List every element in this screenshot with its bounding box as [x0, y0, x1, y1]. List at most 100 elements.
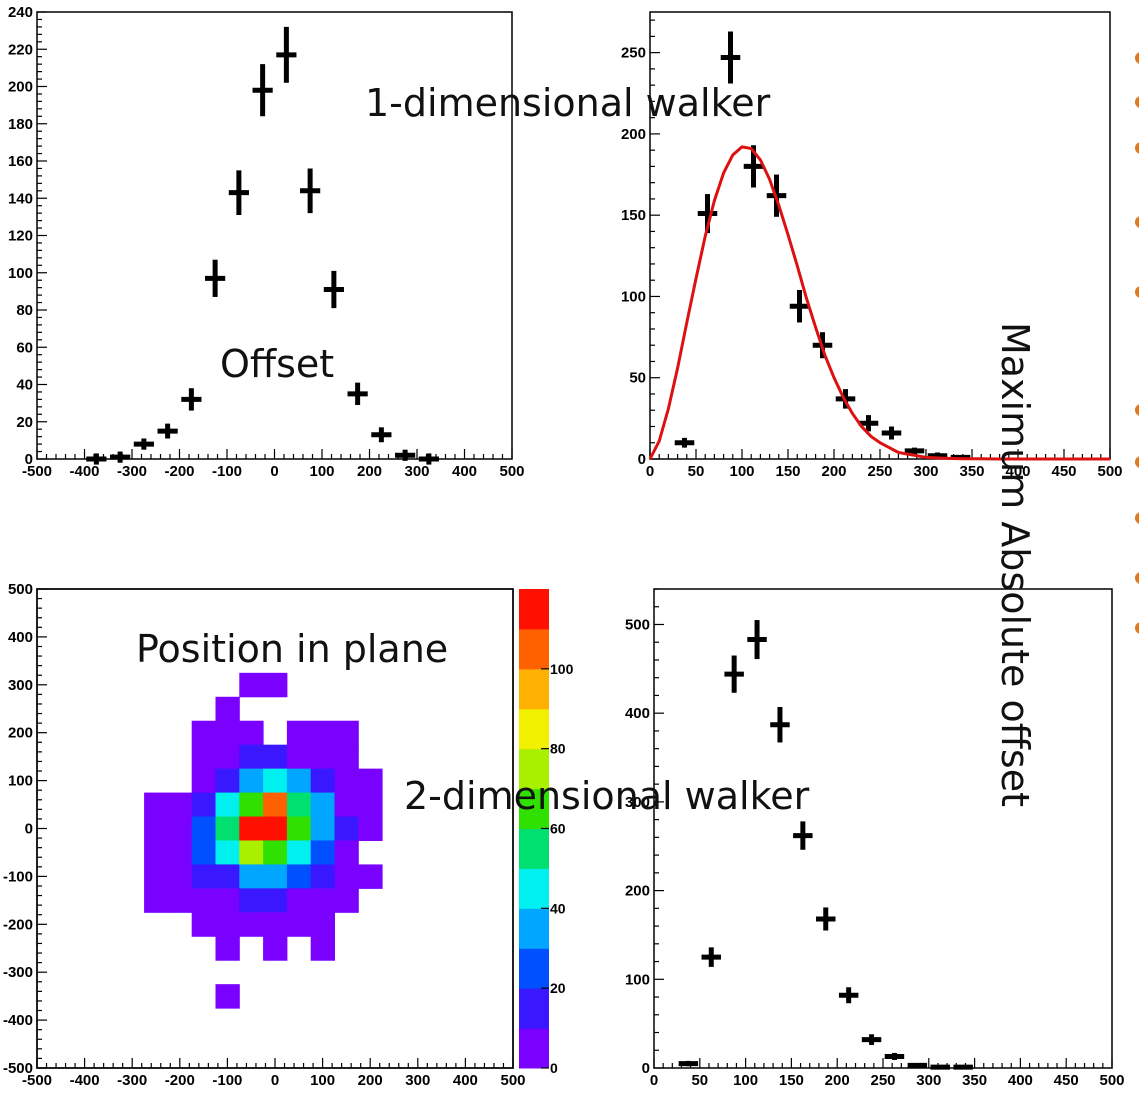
edge-bullet-icon [1135, 622, 1139, 634]
y-tick-label: 240 [8, 4, 33, 21]
data-point [770, 706, 790, 743]
heatmap-cell [334, 864, 359, 889]
edge-bullet-icon [1135, 96, 1139, 108]
heatmap-cell [215, 816, 240, 841]
y-tick-label: -500 [3, 1060, 33, 1077]
heatmap-cell [191, 888, 216, 913]
color-scale-band [519, 688, 549, 710]
heatmap-cell [358, 864, 383, 889]
heatmap-cell [167, 792, 193, 818]
color-scale-band [519, 768, 549, 790]
edge-bullet-icon [1135, 52, 1139, 64]
x-tick-label: -300 [117, 463, 147, 480]
heatmap-cell [191, 840, 216, 865]
x-tick-label: 50 [691, 1072, 708, 1089]
data-point [347, 382, 368, 405]
x-tick-label: -400 [69, 463, 99, 480]
x-tick-label: 150 [779, 1072, 804, 1089]
heatmap-cell [239, 864, 264, 889]
color-scale-band [519, 728, 549, 750]
color-scale-tick-label: 100 [550, 661, 574, 677]
heatmap-cell [263, 840, 288, 865]
edge-bullet-icon [1135, 142, 1139, 154]
x-tick-label: 100 [310, 1072, 335, 1089]
data-point [252, 64, 273, 117]
heatmap-cell [334, 744, 359, 770]
heatmap-cell [263, 672, 288, 698]
data-point [953, 1064, 973, 1070]
heatmap-cell [310, 840, 335, 865]
heatmap-cell [144, 888, 169, 913]
heatmap-cell [286, 720, 312, 746]
x-tick-label: 50 [688, 463, 705, 480]
color-scale-band [519, 808, 549, 829]
edge-bullet-icon [1135, 404, 1139, 416]
heatmap-cell [334, 840, 359, 865]
offset-histogram-panel: -500 -400 -300 -200 -100 0 100 200 300 400 500 0 20 4… [8, 4, 525, 480]
heatmap-cell [286, 768, 312, 794]
color-scale-band [519, 648, 549, 670]
color-scale-band [519, 1028, 549, 1049]
y-tick-label: 200 [8, 725, 33, 742]
heatmap-cell [215, 840, 240, 865]
color-scale-band [519, 748, 549, 770]
y-tick-label: 50 [629, 370, 646, 387]
max-abs-offset-label: Maximum Absolute offset [993, 322, 1037, 807]
y-tick-label: 400 [8, 629, 33, 646]
heatmap-cell [286, 864, 312, 889]
data-point [228, 170, 249, 216]
data-point [395, 449, 416, 461]
heatmap-cell [215, 720, 240, 746]
data-point [789, 289, 810, 323]
edge-bullet-icon [1135, 216, 1139, 228]
x-tick-label: 0 [650, 1072, 658, 1089]
heatmap-cell [215, 768, 240, 794]
y-tick-label: 100 [8, 265, 33, 282]
color-scale-tick-label: 0 [550, 1060, 558, 1076]
data-point [907, 1062, 928, 1068]
x-tick-label: -400 [70, 1072, 100, 1089]
color-scale-band [519, 788, 549, 810]
heatmap-cell [334, 888, 359, 913]
heatmap-cell [239, 672, 264, 698]
heatmap-cell [286, 792, 312, 818]
position-in-plane-panel: -500 -400 -300 -200 -100 0 100 200 300 400 500-500… [3, 581, 574, 1089]
y-tick-label: -200 [3, 916, 33, 933]
data-point [181, 388, 202, 411]
x-tick-label: 100 [309, 463, 334, 480]
y-tick-label: 300 [8, 677, 33, 694]
color-scale-band [519, 668, 549, 690]
data-point [930, 1064, 950, 1070]
data-point [674, 437, 695, 448]
data-point [110, 451, 131, 463]
heatmap-cell [215, 888, 240, 913]
x-tick-label: 500 [500, 1072, 525, 1089]
data-point [276, 26, 297, 83]
edge-bullets [1135, 52, 1139, 634]
heatmap-cell [215, 696, 240, 722]
color-scale-band [519, 1008, 549, 1029]
x-tick-label: 300 [913, 463, 938, 480]
heatmap-cell [239, 888, 264, 913]
x-tick-label: 250 [867, 463, 892, 480]
color-scale-band [519, 948, 549, 969]
heatmap-cell [286, 744, 312, 770]
data-point [133, 438, 154, 450]
one-dim-walker-label: 1-dimensional walker [365, 81, 771, 125]
fit-curve [648, 145, 1110, 461]
heatmap-cell [263, 936, 288, 961]
y-tick-label: 0 [638, 451, 646, 468]
y-tick-label: 400 [625, 705, 650, 722]
heatmap-cell [358, 816, 383, 841]
y-tick-label: 80 [16, 302, 33, 319]
color-scale-band [519, 848, 549, 869]
heatmap-cell [144, 864, 169, 889]
color-scale-tick-label: 60 [550, 821, 566, 837]
data-point [701, 947, 721, 967]
data-point [724, 655, 744, 693]
heatmap-cell [191, 816, 216, 841]
y-tick-label: 500 [625, 616, 650, 633]
data-point [371, 427, 392, 443]
y-tick-label: 300 [625, 794, 650, 811]
